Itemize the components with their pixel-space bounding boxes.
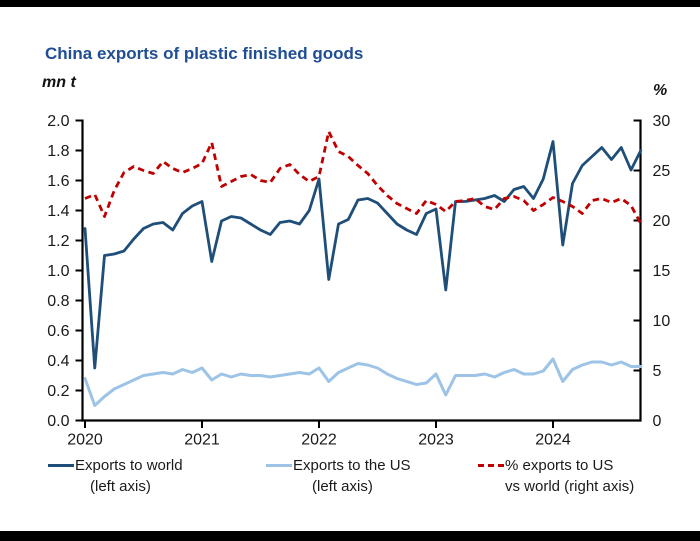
- legend-entry-pct-us-vs-world: % exports to US vs world (right axis): [478, 455, 634, 497]
- x-axis-tick-label: 2021: [184, 432, 220, 449]
- x-axis-tick-label: 2024: [535, 432, 571, 449]
- right-axis-tick-label: 25: [653, 163, 671, 180]
- legend-label-line2: (left axis): [312, 478, 373, 495]
- us-line-swatch-icon: [266, 464, 292, 467]
- top-border-bar: [0, 0, 700, 7]
- legend-label: Exports to the US: [293, 457, 411, 474]
- right-axis-tick-label: 30: [653, 113, 671, 130]
- left-axis-tick-label: 0.8: [47, 293, 69, 310]
- left-axis-tick-label: 0.6: [47, 323, 69, 340]
- left-axis-tick-label: 1.2: [47, 233, 69, 250]
- left-axis-tick-label: 1.4: [47, 203, 69, 220]
- series-line-exports-world: [83, 140, 643, 370]
- legend-label: Exports to world: [75, 457, 183, 474]
- left-axis-tick-label: 2.0: [47, 113, 69, 130]
- left-axis-tick-label: 0.4: [47, 353, 69, 370]
- x-axis-tick-label: 2022: [301, 432, 337, 449]
- x-axis-tick-label: 2023: [418, 432, 454, 449]
- x-axis-tick-label: 2020: [67, 432, 103, 449]
- legend-entry-exports-us: Exports to the US (left axis): [266, 455, 411, 497]
- left-axis-tick-label: 0.0: [47, 413, 69, 430]
- left-axis-tick-label: 1.0: [47, 263, 69, 280]
- right-axis-tick-label: 20: [653, 213, 671, 230]
- right-axis-tick-label: 10: [653, 313, 671, 330]
- legend-entry-exports-world: Exports to world (left axis): [48, 455, 183, 497]
- legend-label-line2: vs world (right axis): [505, 478, 635, 495]
- series-line-pct-us-vs-world: [84, 130, 642, 225]
- right-axis-unit-label: %: [653, 82, 668, 99]
- chart-legend: Exports to world (left axis) Exports to …: [0, 455, 700, 515]
- pct-line-swatch-icon: [478, 464, 504, 467]
- bottom-border-bar: [0, 531, 700, 541]
- world-line-swatch-icon: [48, 464, 74, 467]
- legend-label-line2: (left axis): [90, 478, 151, 495]
- right-axis-tick-label: 0: [653, 413, 662, 430]
- legend-label: % exports to US: [505, 457, 614, 474]
- left-axis-unit-label: mn t: [42, 74, 76, 91]
- left-axis-tick-label: 1.6: [47, 173, 69, 190]
- chart-title: China exports of plastic finished goods: [45, 44, 364, 63]
- left-axis-tick-label: 0.2: [47, 383, 69, 400]
- right-axis-tick-label: 5: [653, 363, 662, 380]
- right-axis-tick-label: 15: [653, 263, 671, 280]
- left-axis-tick-label: 1.8: [47, 143, 69, 160]
- series-line-exports-us: [83, 357, 643, 407]
